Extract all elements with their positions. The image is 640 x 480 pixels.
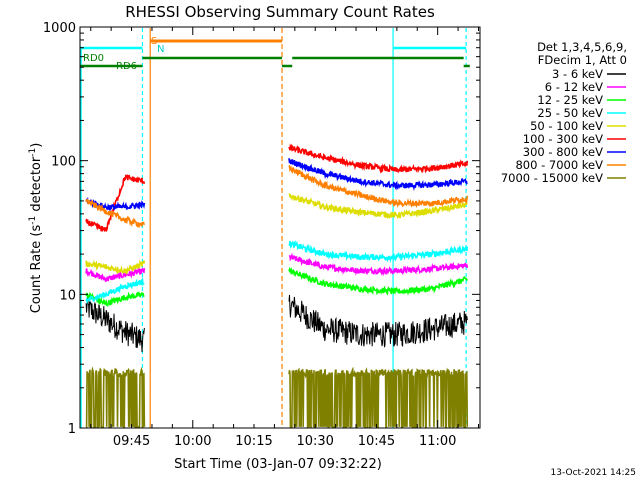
- y-axis-label: Count Rate (s-1 detector-1): [28, 143, 44, 314]
- series-trace-5-seg2: [288, 143, 469, 174]
- legend-label: 100 - 300 keV: [523, 132, 603, 146]
- series-trace-7-seg2: [288, 165, 469, 209]
- x-tick-label: 10:00: [174, 434, 211, 449]
- series-trace-5-seg1: [85, 174, 146, 233]
- x-tick-label: 10:30: [296, 434, 333, 449]
- data-layer: [80, 28, 470, 428]
- legend-label: 12 - 25 keV: [537, 93, 603, 107]
- legend-header-line2: FDecim 1, Att 0: [538, 53, 627, 67]
- legend-label: 3 - 6 keV: [552, 67, 603, 81]
- legend-label: 50 - 100 keV: [530, 119, 603, 133]
- series-5: [85, 143, 469, 233]
- series-trace-8-seg2: [288, 366, 469, 428]
- legend-header-line1: Det 1,3,4,5,6,9,: [537, 40, 627, 54]
- series-trace-8-seg1: [85, 366, 146, 428]
- x-tick-label: 10:45: [358, 434, 395, 449]
- y-tick-label: 100: [51, 155, 76, 170]
- series-trace-4-seg2: [288, 193, 468, 220]
- series-6: [85, 158, 468, 213]
- series-trace-2-seg2: [288, 266, 469, 296]
- legend-label: 800 - 7000 keV: [515, 158, 603, 172]
- series-trace-0-seg1: [85, 295, 145, 353]
- series-0: [85, 294, 468, 353]
- series-trace-1-seg1: [85, 267, 146, 283]
- y-tick-label: 1000: [43, 21, 76, 36]
- series-3: [85, 240, 469, 305]
- series-trace-4-seg1: [85, 259, 146, 276]
- series-trace-0-seg2: [288, 294, 468, 348]
- y-tick-label: 1: [68, 422, 76, 437]
- x-tick-label: 10:15: [235, 434, 272, 449]
- series-trace-1-seg2: [288, 252, 469, 277]
- chart-title: RHESSI Observing Summary Count Rates: [125, 3, 435, 21]
- rd0-annotation: RD0: [83, 53, 104, 64]
- series-trace-7-seg1: [85, 198, 146, 229]
- series-4: [85, 193, 468, 276]
- x-axis-label: Start Time (03-Jan-07 09:32:22): [174, 457, 382, 472]
- series-1: [85, 252, 469, 283]
- series-trace-3-seg1: [85, 277, 145, 305]
- rd6-annotation: RD6: [116, 61, 137, 72]
- series-8: [85, 366, 469, 428]
- legend-label: 300 - 800 keV: [523, 145, 603, 159]
- n-annotation: N: [157, 44, 164, 55]
- y-tick-label: 10: [59, 288, 76, 303]
- legend-label: 25 - 50 keV: [537, 106, 603, 120]
- s-annotation: S: [151, 36, 157, 47]
- legend-label: 6 - 12 keV: [545, 80, 603, 94]
- legend-label: 7000 - 15000 keV: [501, 171, 603, 185]
- x-tick-label: 11:00: [419, 434, 456, 449]
- series-trace-6-seg1: [85, 196, 146, 213]
- plot-frame: [79, 26, 481, 429]
- footer-timestamp: 13-Oct-2021 14:25: [551, 468, 636, 478]
- x-tick-label: 09:45: [113, 434, 150, 449]
- series-trace-3-seg2: [288, 240, 469, 264]
- tick-layer: 1 10 100 1000 09:45 10:00 10:15 10:30 10:45 11:00: [43, 21, 480, 449]
- series-trace-6-seg2: [288, 158, 468, 192]
- legend: Det 1,3,4,5,6,9, FDecim 1, Att 0 3 - 6 k…: [501, 40, 627, 185]
- series-7: [85, 165, 469, 229]
